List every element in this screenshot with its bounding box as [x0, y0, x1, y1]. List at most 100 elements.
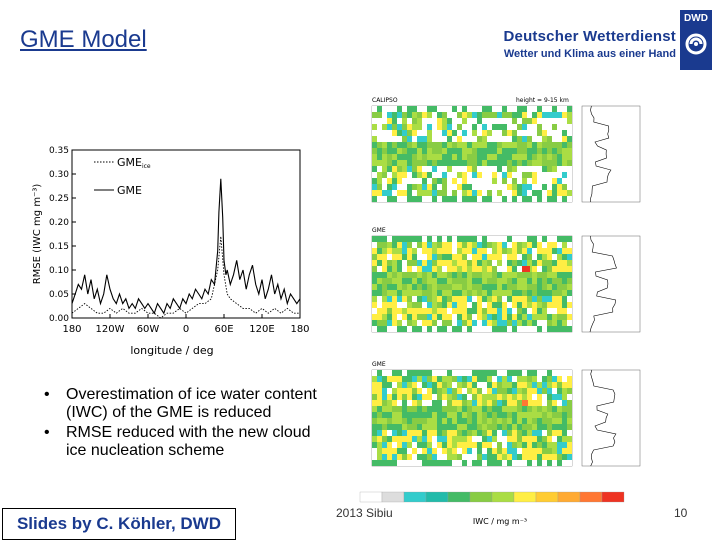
map-cell	[407, 130, 412, 136]
map-cell	[507, 260, 512, 266]
map-cell	[507, 254, 512, 260]
map-cell	[512, 370, 517, 376]
map-cell	[532, 382, 537, 388]
y-tick-label: 0.25	[49, 194, 69, 204]
map-cell	[552, 178, 557, 184]
map-cell	[462, 106, 467, 112]
map-cell	[522, 430, 527, 436]
map-cell	[387, 136, 392, 142]
map-cell	[377, 166, 382, 172]
map-cell	[462, 260, 467, 266]
map-cell	[397, 430, 402, 436]
map-cell	[417, 136, 422, 142]
map-cell	[377, 308, 382, 314]
map-cell	[542, 272, 547, 278]
colorbar-swatch	[557, 491, 581, 503]
map-cell	[492, 412, 497, 418]
map-cell	[477, 388, 482, 394]
map-cell	[547, 320, 552, 326]
map-cell	[392, 278, 397, 284]
map-cell	[462, 160, 467, 166]
y-tick-label: 0.15	[49, 242, 69, 252]
map-cell	[402, 296, 407, 302]
map-cell	[552, 448, 557, 454]
map-cell	[447, 172, 452, 178]
map-cell	[432, 136, 437, 142]
map-cell	[552, 388, 557, 394]
map-cell	[472, 370, 477, 376]
map-cell	[492, 382, 497, 388]
map-cell	[542, 160, 547, 166]
map-cell	[452, 320, 457, 326]
map-cell	[457, 400, 462, 406]
map-cell	[552, 196, 557, 202]
map-cell	[512, 442, 517, 448]
map-cell	[447, 424, 452, 430]
map-cell	[412, 148, 417, 154]
map-cell	[452, 154, 457, 160]
map-cell	[397, 376, 402, 382]
map-cell	[382, 172, 387, 178]
map-cell	[457, 448, 462, 454]
map-cell	[412, 266, 417, 272]
map-cell	[412, 430, 417, 436]
map-cell	[482, 394, 487, 400]
map-cell	[477, 326, 482, 332]
map-cell	[507, 454, 512, 460]
map-cell	[497, 190, 502, 196]
map-cell	[512, 412, 517, 418]
map-cell	[417, 460, 422, 466]
map-cell	[517, 400, 522, 406]
map-cell	[477, 106, 482, 112]
map-cell	[552, 442, 557, 448]
map-cell	[437, 178, 442, 184]
map-cell	[377, 190, 382, 196]
map-cell	[482, 160, 487, 166]
map-cell	[472, 142, 477, 148]
map-cell	[562, 388, 567, 394]
map-cell	[557, 370, 562, 376]
map-cell	[387, 418, 392, 424]
map-cell	[462, 460, 467, 466]
map-cell	[472, 400, 477, 406]
map-cell	[442, 320, 447, 326]
map-cell	[497, 418, 502, 424]
map-cell	[422, 394, 427, 400]
map-cell	[497, 382, 502, 388]
map-cell	[487, 290, 492, 296]
map-cell	[557, 254, 562, 260]
map-cell	[532, 106, 537, 112]
map-cell	[492, 430, 497, 436]
map-cell	[372, 388, 377, 394]
colorbar-swatch	[491, 491, 515, 503]
map-cell	[407, 442, 412, 448]
map-cell	[477, 166, 482, 172]
map-cell	[522, 254, 527, 260]
map-cell	[457, 130, 462, 136]
map-cell	[397, 290, 402, 296]
map-cell	[407, 400, 412, 406]
map-cell	[437, 248, 442, 254]
map-cell	[542, 154, 547, 160]
map-cell	[537, 290, 542, 296]
map-cell	[477, 436, 482, 442]
map-cell	[387, 376, 392, 382]
map-cell	[492, 448, 497, 454]
map-cell	[557, 124, 562, 130]
map-cell	[382, 260, 387, 266]
map-cell	[462, 418, 467, 424]
map-cell	[512, 406, 517, 412]
map-cell	[547, 460, 552, 466]
map-cell	[372, 184, 377, 190]
map-cell	[492, 266, 497, 272]
map-cell	[452, 412, 457, 418]
map-cell	[547, 412, 552, 418]
map-cell	[387, 406, 392, 412]
map-cell	[407, 284, 412, 290]
map-cell	[372, 254, 377, 260]
map-cell	[562, 376, 567, 382]
map-cell	[447, 370, 452, 376]
map-cell	[557, 376, 562, 382]
map-cell	[527, 248, 532, 254]
map-cell	[532, 242, 537, 248]
